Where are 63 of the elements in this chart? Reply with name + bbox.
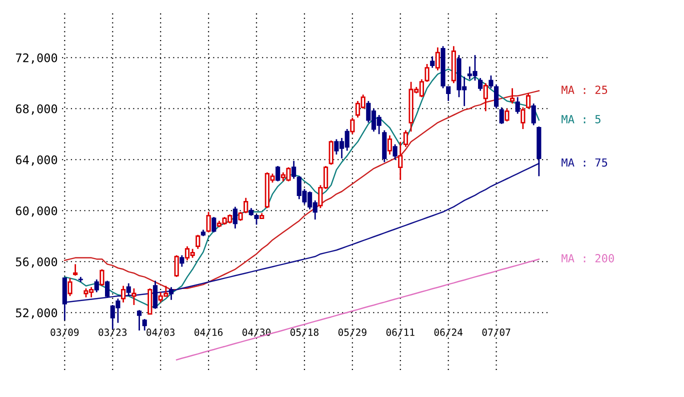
candlestick bbox=[446, 86, 451, 102]
y-tick-label: 72,000 bbox=[16, 53, 58, 64]
candlestick bbox=[328, 140, 334, 166]
candlestick bbox=[435, 46, 440, 72]
candlestick bbox=[520, 106, 526, 130]
candlestick bbox=[483, 82, 488, 112]
candlestick bbox=[398, 141, 403, 181]
x-tick-label: 04/30 bbox=[242, 328, 271, 337]
text: MA : 25 bbox=[562, 86, 608, 94]
candlestick bbox=[126, 282, 131, 297]
y-tick-label: 60,000 bbox=[16, 206, 58, 217]
candlestick bbox=[488, 74, 494, 89]
candlestick bbox=[168, 286, 174, 301]
candlestick bbox=[387, 134, 392, 156]
x-tick-label: 03/09 bbox=[50, 328, 79, 337]
candlestick bbox=[350, 116, 355, 135]
candlestick bbox=[174, 254, 179, 278]
candlestick bbox=[152, 280, 158, 310]
candlestick bbox=[499, 106, 504, 125]
candlestick bbox=[392, 144, 398, 160]
candlestick bbox=[212, 216, 216, 233]
x-tick-label: 05/18 bbox=[290, 328, 318, 337]
candlestick bbox=[531, 102, 536, 126]
candlestick bbox=[515, 96, 520, 114]
y-tick-label: 68,000 bbox=[16, 104, 58, 115]
candlestick bbox=[276, 165, 280, 182]
y-tick-label: 64,000 bbox=[16, 155, 58, 166]
candlestick bbox=[132, 288, 136, 306]
candlestick bbox=[206, 211, 211, 233]
text: MA : 5 bbox=[562, 115, 600, 124]
text: MA : 200 bbox=[562, 254, 614, 262]
candlestick bbox=[478, 77, 483, 92]
x-tick-label: 07/07 bbox=[482, 328, 510, 337]
candlestick bbox=[100, 268, 104, 287]
candlestick bbox=[292, 160, 296, 180]
candlestick bbox=[403, 130, 408, 148]
text: MA : 75 bbox=[562, 158, 608, 167]
candlestick bbox=[526, 92, 531, 110]
x-tick-label: 06/11 bbox=[386, 328, 414, 337]
candlestick bbox=[68, 278, 72, 297]
x-tick-label: 04/03 bbox=[146, 328, 174, 337]
candlestick bbox=[120, 285, 126, 304]
candlestick bbox=[94, 278, 99, 293]
line-series bbox=[176, 258, 540, 360]
candlestick bbox=[244, 197, 248, 214]
candlestick bbox=[494, 84, 499, 110]
x-tick-label: 04/16 bbox=[194, 328, 223, 337]
candlestick bbox=[142, 318, 147, 332]
x-tick-label: 06/24 bbox=[434, 328, 463, 337]
candlestick bbox=[136, 309, 142, 332]
y-tick-label: 56,000 bbox=[16, 257, 58, 268]
candlestick bbox=[73, 263, 78, 276]
x-tick-label: 05/29 bbox=[338, 328, 366, 337]
candlestick bbox=[196, 234, 200, 250]
x-tick-label: 03/23 bbox=[98, 328, 127, 337]
candlestick bbox=[105, 280, 110, 298]
candlestick bbox=[504, 108, 510, 122]
candlestick bbox=[180, 254, 184, 268]
candlestick bbox=[232, 206, 238, 230]
candlestick bbox=[510, 88, 515, 104]
candlestick bbox=[430, 56, 435, 69]
candlestick bbox=[254, 214, 259, 226]
y-tick-label: 52,000 bbox=[16, 308, 58, 319]
